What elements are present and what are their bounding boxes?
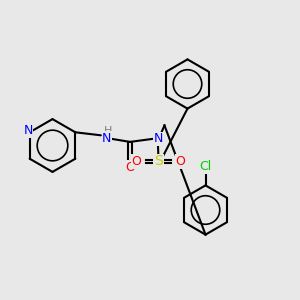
Text: Cl: Cl	[200, 160, 211, 173]
Text: N: N	[23, 124, 33, 137]
Text: O: O	[176, 155, 185, 168]
Text: O: O	[125, 161, 135, 174]
Text: S: S	[154, 154, 163, 168]
Text: N: N	[154, 132, 163, 146]
Text: H: H	[103, 126, 112, 136]
Text: O: O	[132, 155, 142, 168]
Text: N: N	[102, 132, 112, 145]
